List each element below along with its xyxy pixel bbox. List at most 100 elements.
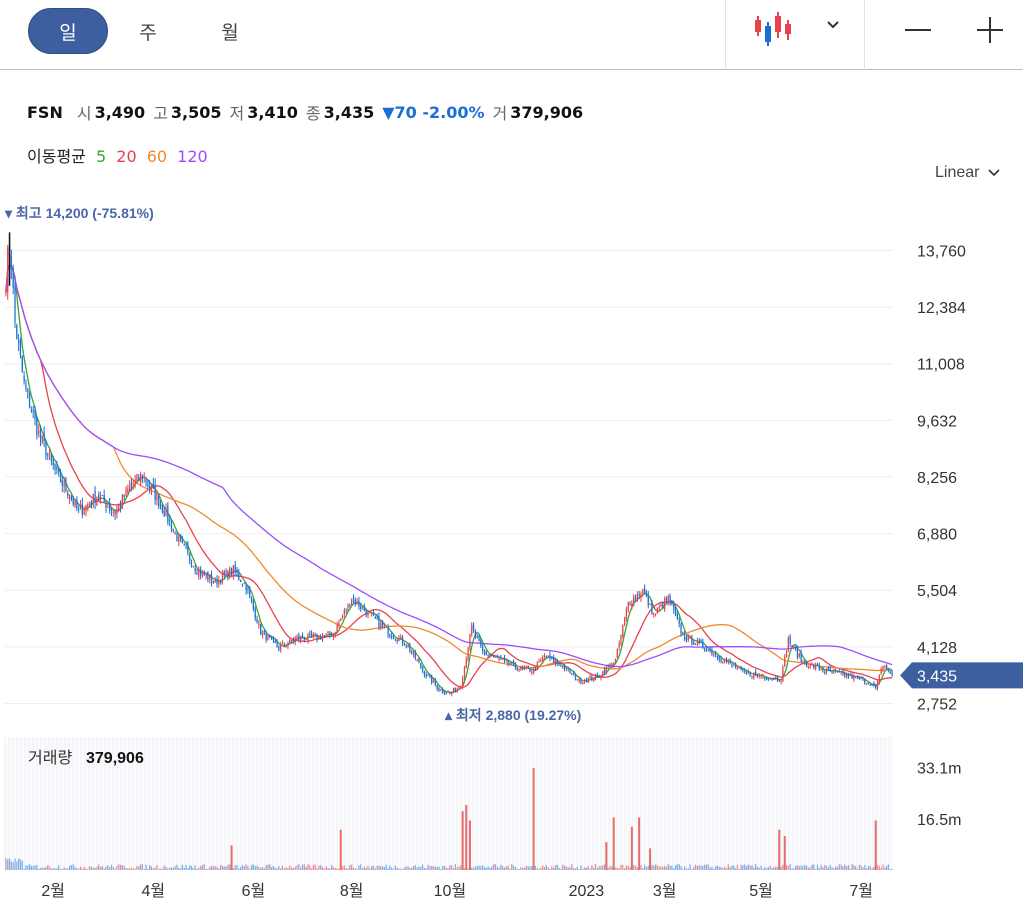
candle-body bbox=[583, 680, 586, 682]
candle-body bbox=[660, 604, 662, 607]
candle-body bbox=[762, 676, 764, 678]
candle-body bbox=[261, 631, 264, 636]
candle-body bbox=[889, 672, 891, 674]
chevron-down-icon[interactable] bbox=[822, 14, 844, 36]
volume-bar bbox=[871, 868, 873, 870]
candle-body bbox=[187, 545, 189, 553]
candle-body bbox=[760, 676, 762, 678]
candle-body bbox=[769, 678, 771, 680]
tab-monthly[interactable]: 월 bbox=[221, 21, 239, 44]
candle-body bbox=[745, 672, 748, 674]
volume-bar bbox=[339, 829, 342, 870]
volume-bar bbox=[47, 864, 49, 870]
candle-body bbox=[704, 648, 706, 650]
candle-body bbox=[873, 683, 875, 686]
y-tick-label: 9,632 bbox=[917, 413, 957, 430]
candle-body bbox=[836, 670, 839, 672]
volume-bar bbox=[163, 865, 165, 870]
candle-body bbox=[529, 668, 531, 672]
volume-bar bbox=[884, 867, 886, 870]
candle-body bbox=[280, 645, 282, 650]
candle-body bbox=[305, 639, 307, 641]
candle-body bbox=[52, 460, 54, 465]
volume-bar bbox=[400, 868, 402, 870]
candle-body bbox=[203, 571, 205, 575]
volume-bar bbox=[440, 868, 442, 870]
volume-bar bbox=[869, 865, 871, 870]
candle-body bbox=[689, 636, 691, 638]
candle-body bbox=[445, 692, 447, 694]
price-chart[interactable]: 13,760 12,384 11,008 9,632 8,256 6,880 5,504 4,… bbox=[0, 195, 1023, 906]
tab-weekly[interactable]: 주 bbox=[139, 21, 157, 44]
volume-bar bbox=[223, 866, 225, 870]
candle-body bbox=[556, 659, 558, 664]
volume-bar bbox=[136, 865, 138, 870]
scale-dropdown[interactable]: Linear bbox=[935, 164, 1003, 182]
ma-60-label: 60 bbox=[146, 147, 168, 166]
candle-body bbox=[531, 671, 533, 673]
volume-bar bbox=[12, 862, 14, 870]
candle-body bbox=[765, 677, 768, 680]
candle-body bbox=[796, 648, 799, 658]
volume-bar bbox=[59, 868, 62, 870]
volume-bar bbox=[438, 866, 440, 870]
candle-body bbox=[600, 675, 602, 678]
candle-body bbox=[227, 570, 229, 579]
candle-body bbox=[421, 666, 424, 671]
tab-daily[interactable]: 일 bbox=[28, 8, 108, 54]
volume-tick-label: 33.1m bbox=[917, 761, 961, 778]
candle-body bbox=[707, 649, 709, 651]
volume-bar bbox=[372, 865, 375, 870]
candle-body bbox=[576, 679, 578, 681]
ma-120-line bbox=[5, 264, 893, 668]
volume-bar bbox=[272, 866, 275, 870]
volume-bar bbox=[329, 868, 331, 870]
volume-bar bbox=[880, 867, 882, 870]
candle-body bbox=[241, 583, 244, 585]
volume-bar bbox=[647, 865, 649, 870]
open-value: 3,490 bbox=[94, 102, 146, 122]
volume-bar bbox=[392, 868, 395, 870]
candle-body bbox=[865, 683, 868, 685]
volume-bar bbox=[219, 865, 222, 870]
volume-bar bbox=[187, 868, 189, 870]
candle-body bbox=[674, 610, 677, 616]
volume-bar bbox=[270, 866, 273, 870]
volume-bar bbox=[789, 864, 791, 870]
volume-bar bbox=[312, 864, 315, 870]
volume-bar bbox=[472, 868, 475, 870]
volume-bar bbox=[691, 868, 693, 870]
candle-body bbox=[505, 659, 507, 661]
minus-icon[interactable] bbox=[898, 12, 938, 48]
candle-body bbox=[693, 642, 695, 645]
close-value: 3,435 bbox=[323, 102, 375, 122]
candle-body bbox=[56, 466, 58, 470]
close-label: 종 bbox=[305, 104, 321, 123]
volume-bar bbox=[665, 866, 668, 870]
candle-body bbox=[119, 502, 122, 507]
candle-body bbox=[387, 626, 389, 635]
volume-bar bbox=[421, 864, 424, 870]
candlestick-icon[interactable] bbox=[750, 10, 798, 50]
volume-bar bbox=[809, 867, 811, 870]
candle-body bbox=[312, 635, 315, 637]
volume-bar bbox=[698, 865, 700, 870]
volume-bar bbox=[734, 868, 737, 870]
candle-body bbox=[249, 588, 251, 596]
plus-icon[interactable] bbox=[970, 12, 1010, 48]
volume-bar bbox=[520, 866, 522, 870]
volume-bar bbox=[767, 867, 769, 870]
volume-bar bbox=[420, 867, 422, 870]
volume-bar bbox=[618, 868, 620, 870]
candle-body bbox=[274, 640, 276, 643]
volume-bar bbox=[776, 866, 779, 870]
candle-body bbox=[891, 672, 893, 676]
candle-body bbox=[805, 662, 808, 667]
volume-bar bbox=[256, 865, 258, 870]
volume-bar bbox=[127, 868, 129, 870]
volume-bar bbox=[391, 867, 393, 870]
candle-body bbox=[143, 476, 145, 478]
candle-body bbox=[611, 664, 613, 666]
volume-bar bbox=[129, 868, 131, 870]
candle-body bbox=[480, 640, 482, 646]
